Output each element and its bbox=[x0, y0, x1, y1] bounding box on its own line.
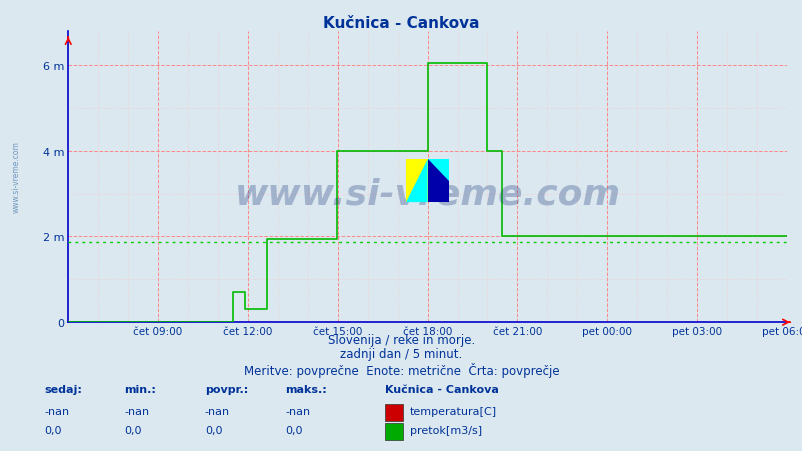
Bar bbox=[406, 160, 427, 202]
Text: -nan: -nan bbox=[205, 406, 229, 416]
Text: www.si-vreme.com: www.si-vreme.com bbox=[234, 178, 620, 212]
Text: 0,0: 0,0 bbox=[44, 425, 62, 435]
Text: -nan: -nan bbox=[124, 406, 149, 416]
Text: Kučnica - Cankova: Kučnica - Cankova bbox=[385, 384, 499, 394]
Text: Kučnica - Cankova: Kučnica - Cankova bbox=[323, 16, 479, 31]
Text: min.:: min.: bbox=[124, 384, 156, 394]
Text: 0,0: 0,0 bbox=[124, 425, 142, 435]
Text: -nan: -nan bbox=[285, 406, 310, 416]
Polygon shape bbox=[427, 160, 448, 181]
Text: 0,0: 0,0 bbox=[205, 425, 222, 435]
Polygon shape bbox=[406, 160, 427, 202]
Text: zadnji dan / 5 minut.: zadnji dan / 5 minut. bbox=[340, 347, 462, 360]
Text: Slovenija / reke in morje.: Slovenija / reke in morje. bbox=[327, 333, 475, 346]
Text: pretok[m3/s]: pretok[m3/s] bbox=[409, 425, 481, 435]
Bar bbox=[427, 160, 448, 202]
Text: -nan: -nan bbox=[44, 406, 69, 416]
Text: Meritve: povprečne  Enote: metrične  Črta: povprečje: Meritve: povprečne Enote: metrične Črta:… bbox=[243, 362, 559, 377]
Text: www.si-vreme.com: www.si-vreme.com bbox=[12, 141, 21, 213]
Text: povpr.:: povpr.: bbox=[205, 384, 248, 394]
Text: 0,0: 0,0 bbox=[285, 425, 302, 435]
Text: maks.:: maks.: bbox=[285, 384, 326, 394]
Text: temperatura[C]: temperatura[C] bbox=[409, 406, 496, 416]
Text: sedaj:: sedaj: bbox=[44, 384, 82, 394]
